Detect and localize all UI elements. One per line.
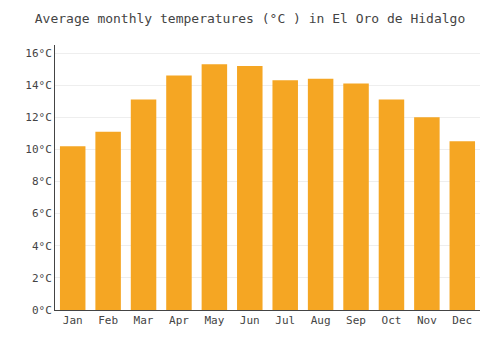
svg-text:12°C: 12°C [25,111,52,124]
svg-text:Feb: Feb [98,314,118,327]
svg-text:May: May [204,314,224,327]
svg-text:6°C: 6°C [32,207,52,220]
svg-text:Mar: Mar [134,314,154,327]
svg-text:Apr: Apr [169,314,189,327]
svg-text:Jun: Jun [240,314,260,327]
svg-text:Oct: Oct [382,314,402,327]
svg-text:Dec: Dec [452,314,472,327]
svg-text:16°C: 16°C [25,47,52,60]
svg-text:Nov: Nov [417,314,437,327]
svg-text:Average monthly temperatures (: Average monthly temperatures (°C ) in El… [35,11,465,26]
svg-text:Sep: Sep [346,314,366,327]
svg-text:Jan: Jan [63,314,83,327]
svg-text:14°C: 14°C [25,79,52,92]
svg-text:8°C: 8°C [32,175,52,188]
svg-text:10°C: 10°C [25,143,52,156]
svg-text:2°C: 2°C [32,272,52,285]
svg-text:4°C: 4°C [32,240,52,253]
svg-text:Jul: Jul [275,314,295,327]
svg-text:0°C: 0°C [32,304,52,317]
svg-text:Aug: Aug [311,314,331,327]
